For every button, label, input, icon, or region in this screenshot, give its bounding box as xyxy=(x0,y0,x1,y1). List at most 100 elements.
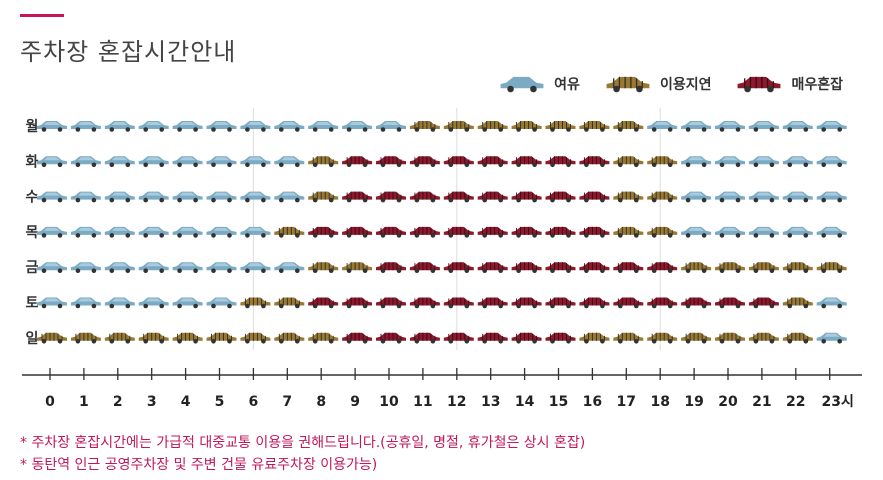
car-mark-free xyxy=(715,191,745,203)
car-mark-normal xyxy=(782,297,813,309)
car-mark-normal xyxy=(681,262,712,273)
car-mark-busy xyxy=(342,226,373,238)
car-mark-free xyxy=(70,121,101,132)
car-mark-normal xyxy=(172,332,203,344)
legend-item-free: 여유 xyxy=(496,74,580,94)
car-mark-normal xyxy=(274,226,305,238)
car-mark-free xyxy=(138,191,169,203)
car-mark-free xyxy=(240,156,271,168)
car-mark-busy xyxy=(477,156,508,168)
car-mark-free xyxy=(816,156,847,168)
car-mark-busy xyxy=(477,297,508,309)
car-mark-free xyxy=(104,226,135,238)
car-mark-busy xyxy=(647,262,678,273)
x-tick-label: 13 xyxy=(481,394,500,410)
note-line-2: * 동탄역 인근 공영주차장 및 주변 건물 유료주차장 이용가능) xyxy=(20,457,378,473)
car-mark-free xyxy=(172,121,203,132)
car-mark-free xyxy=(70,191,101,203)
car-mark-normal xyxy=(681,332,712,344)
car-mark-free xyxy=(816,121,847,132)
car-mark-free xyxy=(206,226,237,238)
car-mark-busy xyxy=(376,156,406,168)
car-mark-free xyxy=(206,121,237,132)
car-mark-busy xyxy=(511,191,542,203)
car-mark-free xyxy=(274,121,305,132)
car-mark-free xyxy=(138,226,169,238)
car-mark-busy xyxy=(443,332,474,344)
car-mark-free xyxy=(172,156,203,168)
car-icon-normal xyxy=(606,76,650,93)
car-icon-busy xyxy=(738,76,781,93)
x-tick-label: 0 xyxy=(45,394,55,410)
car-mark-free xyxy=(206,262,237,273)
car-mark-free xyxy=(70,297,101,309)
car-mark-busy xyxy=(443,297,474,309)
day-label: 토 xyxy=(26,296,39,312)
car-mark-busy xyxy=(477,332,508,344)
car-mark-free xyxy=(240,121,271,132)
day-label: 금 xyxy=(26,260,39,276)
x-tick-label: 10 xyxy=(379,394,399,410)
car-mark-busy xyxy=(376,332,406,344)
car-mark-free xyxy=(104,156,135,168)
x-tick-label: 6 xyxy=(249,394,259,410)
car-mark-free xyxy=(715,226,745,238)
x-tick-label: 17 xyxy=(617,394,636,410)
car-mark-busy xyxy=(376,226,406,238)
car-mark-busy xyxy=(477,262,508,273)
car-mark-normal xyxy=(240,332,271,344)
car-mark-free xyxy=(748,121,779,132)
car-mark-free xyxy=(104,191,135,203)
car-mark-normal xyxy=(342,262,373,273)
car-mark-busy xyxy=(409,156,440,168)
x-tick-label: 2 xyxy=(113,394,123,410)
x-tick-label: 15 xyxy=(549,394,568,410)
car-mark-free xyxy=(70,262,101,273)
x-tick-label: 12 xyxy=(447,394,466,410)
car-mark-normal xyxy=(748,332,779,344)
car-mark-normal xyxy=(443,121,474,132)
car-mark-free xyxy=(240,191,271,203)
page-title: 주차장 혼잡시간안내 xyxy=(20,38,237,66)
car-mark-busy xyxy=(545,226,576,238)
car-mark-free xyxy=(274,156,305,168)
car-mark-busy xyxy=(342,332,373,344)
car-mark-normal xyxy=(308,332,339,344)
car-mark-normal xyxy=(715,262,745,273)
car-mark-normal xyxy=(613,156,644,168)
car-mark-free xyxy=(782,156,813,168)
car-mark-busy xyxy=(409,297,440,309)
car-mark-free xyxy=(376,121,406,132)
x-tick-label: 22 xyxy=(786,394,805,410)
car-mark-free xyxy=(37,262,67,273)
car-mark-busy xyxy=(579,297,610,309)
car-mark-normal xyxy=(511,121,542,132)
car-mark-normal xyxy=(409,121,440,132)
car-mark-free xyxy=(715,156,745,168)
car-mark-busy xyxy=(409,191,440,203)
car-mark-free xyxy=(782,191,813,203)
car-mark-busy xyxy=(409,332,440,344)
car-mark-free xyxy=(104,121,135,132)
note-line-1: * 주차장 혼잡시간에는 가급적 대중교통 이용을 권해드립니다.(공휴일, 명… xyxy=(20,435,586,451)
legend-item-busy: 매우혼잡 xyxy=(733,74,843,94)
car-mark-busy xyxy=(376,262,406,273)
x-tick-label: 4 xyxy=(181,394,191,410)
car-mark-normal xyxy=(308,191,339,203)
car-mark-normal xyxy=(647,191,678,203)
legend-label-busy: 매우혼잡 xyxy=(791,77,843,93)
car-mark-normal xyxy=(782,332,813,344)
car-mark-free xyxy=(138,121,169,132)
car-mark-busy xyxy=(477,226,508,238)
car-mark-busy xyxy=(477,191,508,203)
car-mark-free xyxy=(274,191,305,203)
car-mark-free xyxy=(172,262,203,273)
car-mark-busy xyxy=(715,297,745,309)
x-tick-label: 8 xyxy=(316,394,326,410)
car-mark-busy xyxy=(376,191,406,203)
car-mark-normal xyxy=(647,332,678,344)
car-mark-free xyxy=(37,191,67,203)
car-mark-free xyxy=(647,121,678,132)
car-mark-free xyxy=(172,191,203,203)
